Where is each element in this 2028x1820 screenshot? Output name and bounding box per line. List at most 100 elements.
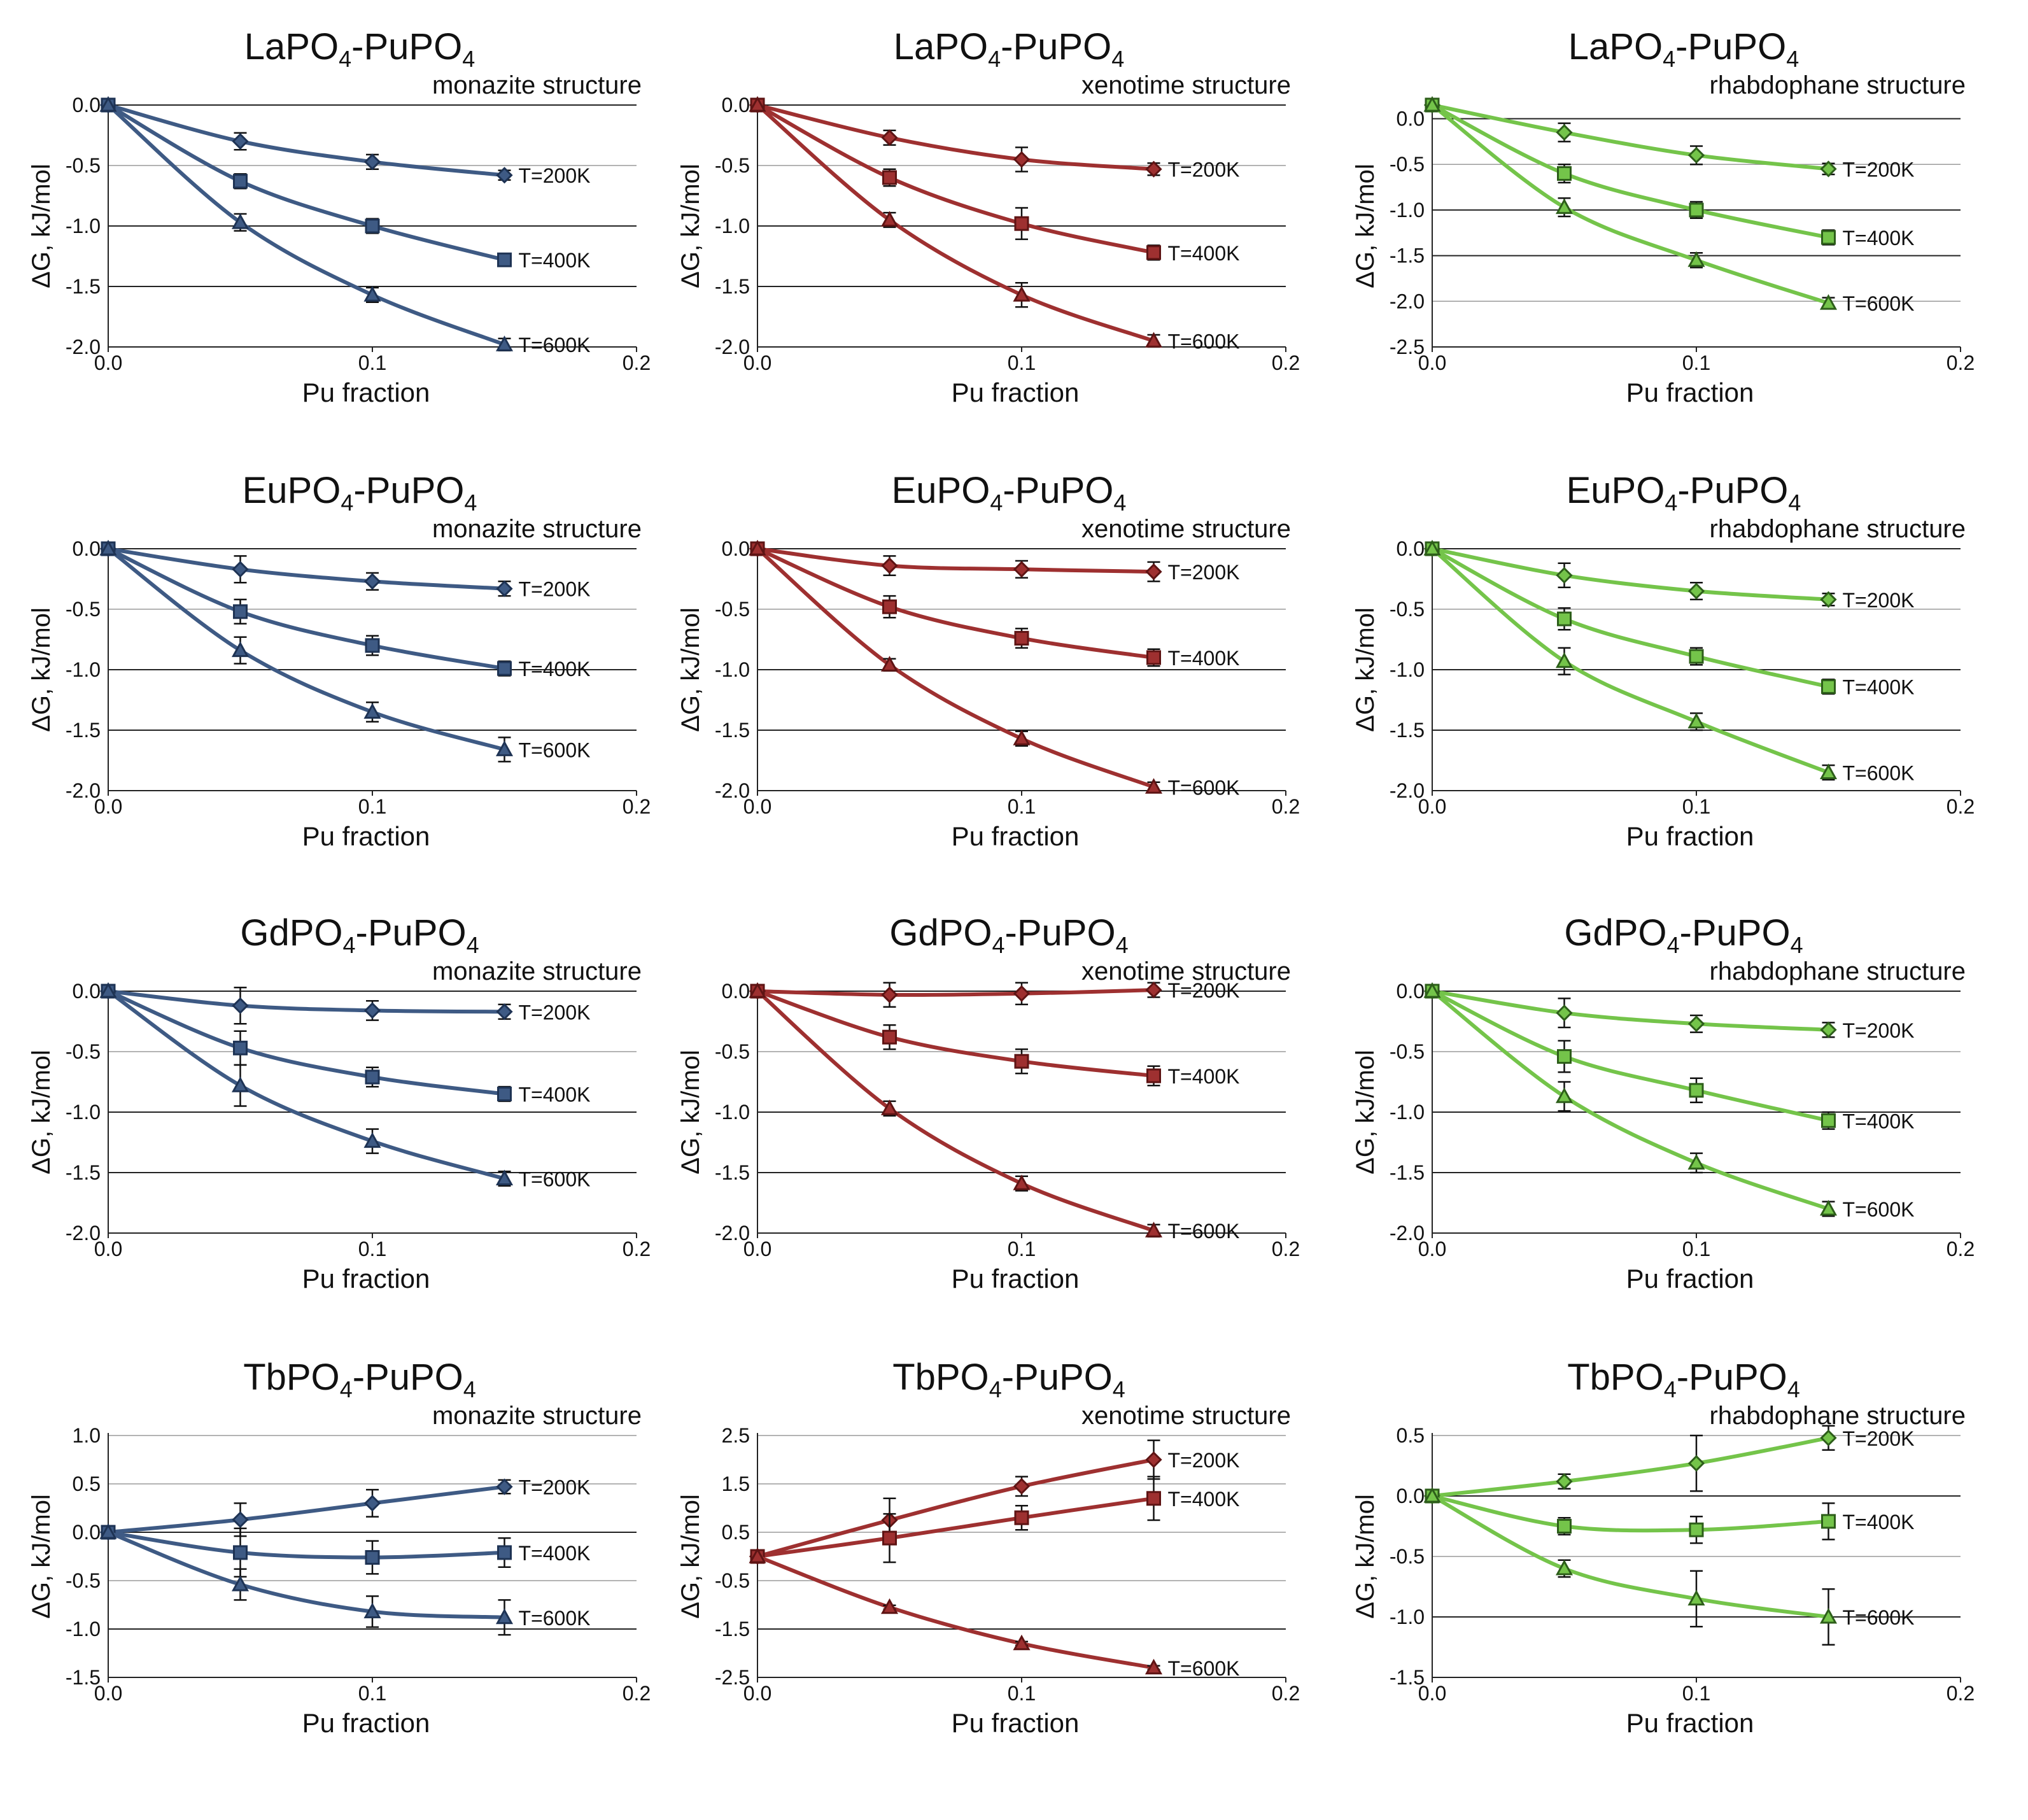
series-label: T=600K — [1168, 330, 1240, 353]
y-axis-label: ΔG, kJ/mol — [677, 1494, 705, 1619]
y-tick-label: -1.5 — [715, 275, 750, 298]
x-tick-label: 0.0 — [743, 1238, 771, 1260]
data-point — [881, 557, 898, 574]
data-point — [232, 1511, 249, 1528]
series-line — [756, 547, 1156, 789]
series-label: T=600K — [519, 738, 591, 761]
title-part: EuPO — [892, 470, 990, 511]
series-line — [106, 1530, 507, 1560]
series-label: T=400K — [1843, 227, 1915, 250]
y-tick-label: -1.0 — [715, 1101, 750, 1124]
series-label: T=200K — [519, 1001, 591, 1024]
y-tick-label: -0.5 — [715, 598, 750, 621]
data-point — [1013, 286, 1031, 302]
data-point — [1013, 561, 1031, 578]
data-point — [1687, 1455, 1705, 1472]
data-point — [232, 132, 249, 150]
data-point — [1819, 1607, 1838, 1624]
data-point — [363, 1495, 381, 1512]
series-label: T=200K — [519, 578, 591, 601]
data-point — [1144, 1222, 1163, 1238]
x-tick-label: 0.2 — [1272, 351, 1300, 374]
series-label: T=600K — [1843, 1198, 1915, 1221]
data-point — [1689, 1083, 1704, 1098]
series-label: T=600K — [1843, 292, 1915, 315]
data-point — [1146, 1068, 1161, 1083]
y-tick-label: -1.5 — [1390, 1161, 1425, 1184]
structure-label: rhabdophane structure — [1710, 515, 1966, 543]
data-point — [882, 1530, 897, 1546]
y-axis-label: ΔG, kJ/mol — [27, 607, 55, 732]
title-part: -PuPO — [1680, 912, 1791, 954]
x-tick-label: 0.2 — [1272, 1238, 1300, 1260]
x-axis-label: Pu fraction — [302, 821, 430, 851]
chart-title: EuPO4-PuPO4 — [243, 470, 477, 516]
series-line — [106, 547, 507, 591]
data-point — [1557, 166, 1572, 181]
series-label: T=600K — [519, 1168, 591, 1191]
title-subscript: 4 — [341, 490, 353, 516]
data-point — [1013, 1634, 1031, 1651]
x-axis-label: Pu fraction — [952, 1708, 1080, 1738]
data-point — [1687, 712, 1705, 729]
chart-title: LaPO4-PuPO4 — [1568, 26, 1799, 72]
y-axis-label: ΔG, kJ/mol — [27, 1050, 55, 1175]
x-tick-label: 0.1 — [1008, 1238, 1036, 1260]
data-point — [99, 1523, 117, 1539]
title-subscript: 4 — [1787, 1376, 1800, 1402]
title-part: TbPO — [1567, 1357, 1664, 1398]
x-axis-label: Pu fraction — [302, 377, 430, 407]
data-point — [363, 1002, 381, 1019]
series-line — [1430, 103, 1831, 306]
y-tick-label: -2.0 — [1390, 1222, 1425, 1245]
y-tick-label: -2.0 — [715, 1222, 750, 1245]
title-part: -PuPO — [1677, 1357, 1787, 1398]
x-axis-label: Pu fraction — [1626, 377, 1754, 407]
y-axis-label: ΔG, kJ/mol — [27, 1494, 55, 1619]
series-line — [756, 988, 1156, 997]
y-tick-label: -2.0 — [66, 779, 101, 802]
series-label: T=600K — [1843, 1606, 1915, 1629]
series-line — [106, 1485, 507, 1534]
y-tick-label: 0.0 — [1397, 1485, 1425, 1507]
chart-panel: 0.50.0-0.5-1.0-1.50.0 0.1 0.2TbPO4-PuPO4rh… — [1351, 1357, 1975, 1738]
data-point — [1144, 778, 1163, 794]
y-tick-label: -1.5 — [1390, 244, 1425, 267]
y-tick-label: 0.0 — [1397, 108, 1425, 131]
title-part: EuPO — [243, 470, 341, 511]
x-tick-label: 0.1 — [1682, 1682, 1710, 1705]
series-line — [106, 103, 507, 262]
data-point — [1821, 679, 1836, 695]
data-point — [1820, 1021, 1837, 1038]
data-point — [99, 95, 117, 112]
data-point — [365, 1069, 380, 1085]
x-axis-label: Pu fraction — [1626, 1264, 1754, 1294]
data-point — [1014, 1510, 1029, 1525]
data-point — [881, 129, 898, 146]
chart-title: GdPO4-PuPO4 — [889, 912, 1128, 958]
data-point — [1423, 539, 1441, 556]
series-label: T=400K — [519, 658, 591, 681]
structure-label: xenotime structure — [1081, 71, 1291, 99]
structure-label: xenotime structure — [1081, 515, 1291, 543]
series-label: T=600K — [519, 1607, 591, 1630]
data-point — [749, 1547, 766, 1563]
x-axis-label: Pu fraction — [1626, 1708, 1754, 1738]
x-tick-label: 0.2 — [1947, 1682, 1975, 1705]
data-point — [231, 1076, 250, 1092]
title-subscript: 4 — [988, 46, 1001, 72]
title-subscript: 4 — [339, 46, 351, 72]
series-line — [1430, 1494, 1831, 1619]
data-point — [497, 252, 512, 267]
structure-label: rhabdophane structure — [1710, 71, 1966, 99]
series-label: T=200K — [1843, 589, 1915, 612]
structure-label: rhabdophane structure — [1710, 1402, 1966, 1430]
title-subscript: 4 — [992, 932, 1005, 958]
data-point — [749, 539, 766, 556]
title-subscript: 4 — [990, 490, 1003, 516]
series-label: T=400K — [1168, 242, 1240, 265]
data-point — [1820, 591, 1837, 608]
title-subscript: 4 — [1791, 932, 1803, 958]
x-tick-label: 0.1 — [358, 795, 386, 818]
